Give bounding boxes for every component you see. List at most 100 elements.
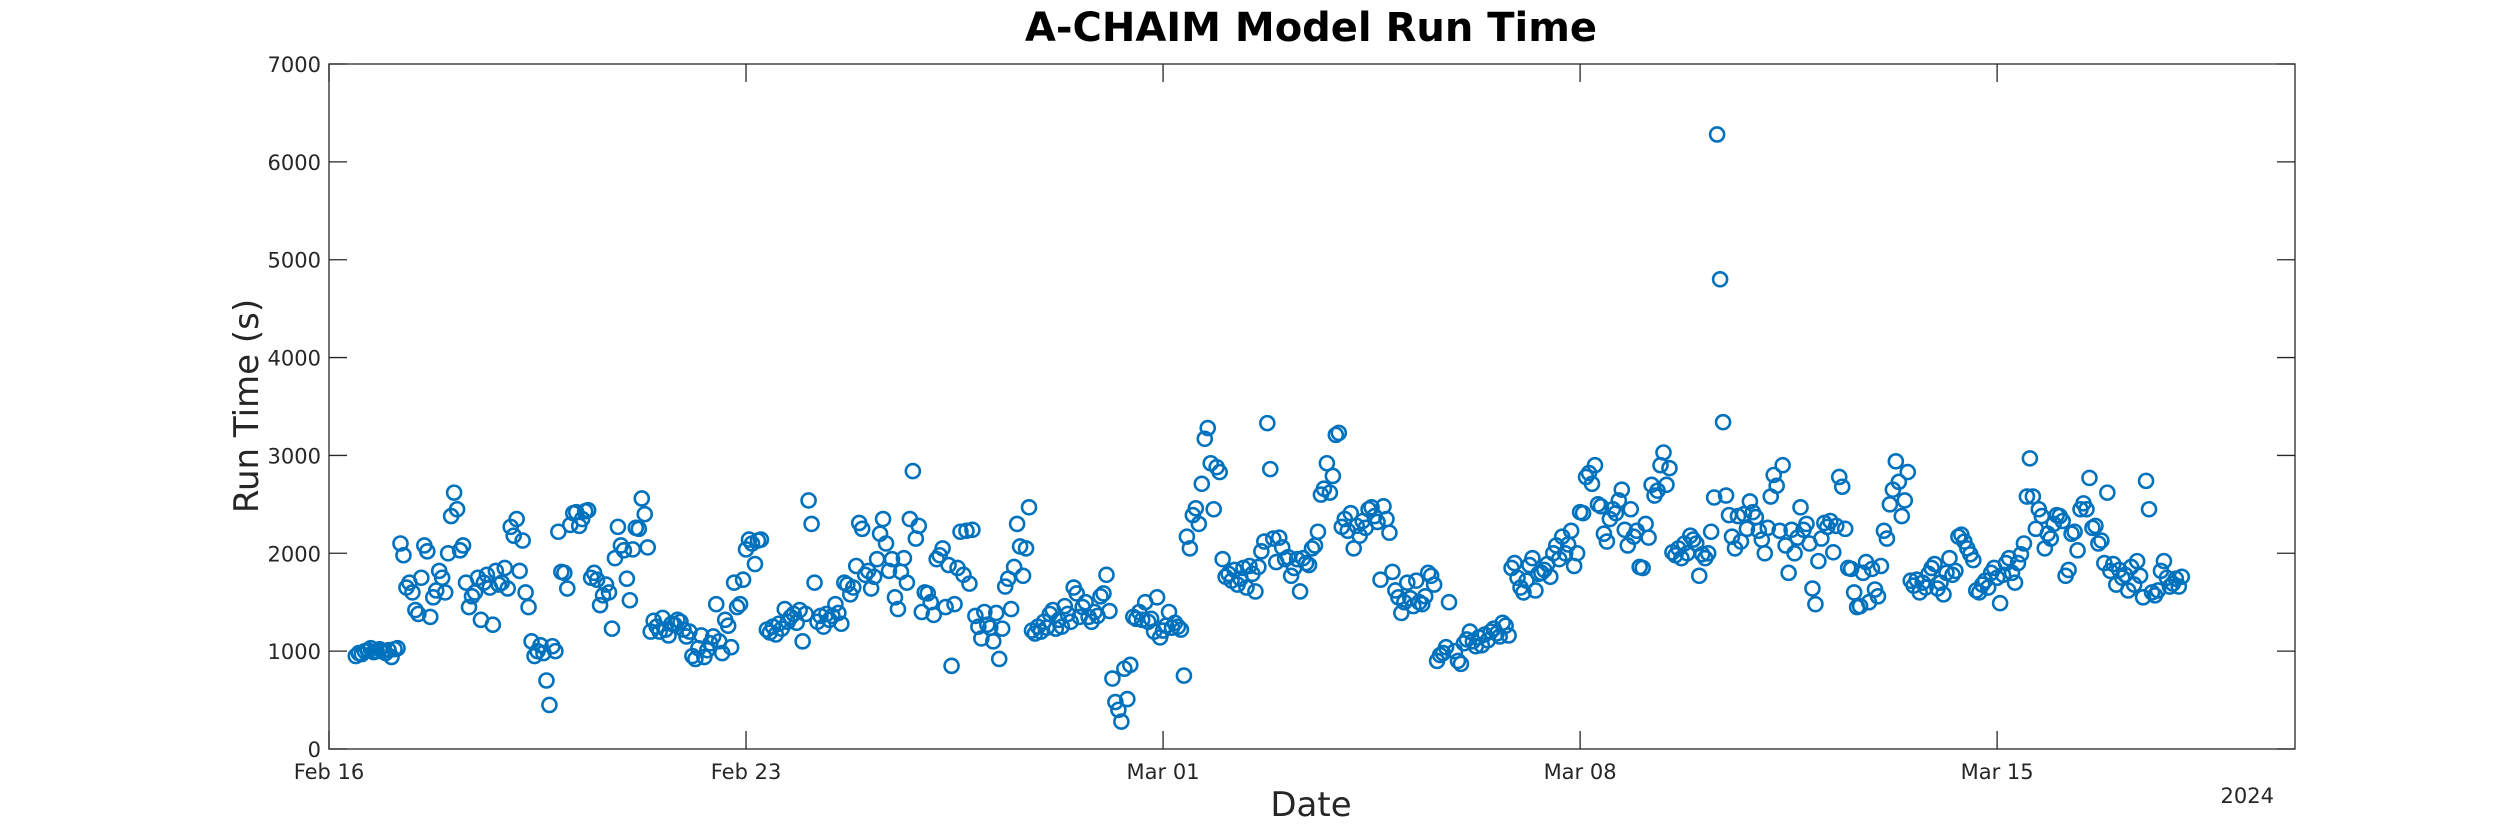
data-point [1381,524,1398,542]
data-point [996,578,1014,595]
data-point [1306,537,1324,554]
data-point [1524,549,1541,567]
data-point [1092,588,1109,605]
data-point [1804,580,1821,597]
data-point [2066,523,2083,541]
data-point [1994,566,2012,584]
data-point [1095,585,1112,602]
data-point [1765,466,1783,484]
data-point [856,566,874,584]
data-point [421,608,439,626]
x-axis: Feb 16 Feb 23 Mar 01 Mar 08 Mar 15 [294,64,2034,784]
data-point [1613,481,1631,498]
data-point [1193,475,1211,493]
data-point [794,633,811,650]
data-point [448,500,466,518]
data-point [1422,567,1440,585]
data-point [1899,463,1917,481]
data-point [556,564,573,582]
data-point [895,549,913,567]
data-point [946,595,963,613]
data-point [1598,533,1616,550]
data-point [1622,500,1640,518]
data-point [1214,550,1231,568]
y-tick-label: 3000 [268,444,321,468]
data-point [538,672,555,689]
data-point [499,580,517,597]
data-point [2137,472,2155,490]
data-point [800,492,817,509]
data-point [1384,563,1401,581]
data-point [880,562,898,580]
data-point [2012,545,2030,563]
data-point [1881,496,1899,513]
data-point [898,574,916,591]
data-point [639,539,657,556]
data-point [731,595,749,613]
data-point [967,607,984,625]
data-point [2099,484,2116,501]
data-point [862,580,880,597]
data-point [1542,568,1559,586]
data-point [1187,499,1205,517]
x-tick-label: Feb 16 [294,760,365,784]
data-point [1684,531,1702,548]
data-point [1309,523,1327,541]
data-point [541,696,558,714]
data-point [943,657,960,675]
data-point [508,510,525,528]
data-point [2078,500,2095,518]
data-point [407,601,424,619]
data-point [1723,528,1741,545]
data-point [1926,555,1943,573]
data-point [1247,583,1264,600]
data-point [1238,579,1255,596]
data-point [868,550,886,568]
data-point [728,598,746,616]
data-point [853,520,871,538]
data-point [1452,655,1470,673]
data-point [1259,414,1276,432]
data-point [392,535,409,552]
data-point [418,543,436,560]
data-point [2060,561,2077,579]
data-point [1738,520,1756,538]
data-point [719,617,737,635]
data-point [2021,450,2039,467]
data-point [505,527,522,544]
data-point [1854,564,1872,582]
data-point [1169,618,1187,635]
data-point [1568,544,1586,562]
data-point [886,589,904,606]
data-point [1923,559,1940,577]
y-tick-label: 5000 [268,249,321,273]
data-point [2006,574,2024,591]
data-point [1518,572,1535,589]
data-point [1369,513,1386,531]
data-point [1101,602,1118,620]
data-point [1148,589,1166,606]
data-point [550,523,567,541]
data-point [940,556,957,574]
data-point [1768,477,1785,495]
data-point [984,633,1002,650]
data-point [520,598,537,616]
data-point [1241,557,1258,575]
data-point [672,613,689,631]
chart-title: A-CHAIM Model Run Time [1025,5,1597,51]
data-point [1178,528,1196,545]
y-axis-label: Run Time (s) [227,299,267,513]
data-point [496,559,514,577]
data-point [803,515,820,533]
data-point [1196,430,1214,448]
data-point [874,510,892,528]
data-point [1413,595,1431,613]
data-point [1261,460,1279,478]
data-point [1708,126,1726,143]
data-point [1556,544,1574,562]
data-point [1119,690,1136,708]
data-point [615,542,633,559]
data-point [2018,488,2036,505]
data-point [1020,498,1038,516]
data-point [2131,567,2149,585]
